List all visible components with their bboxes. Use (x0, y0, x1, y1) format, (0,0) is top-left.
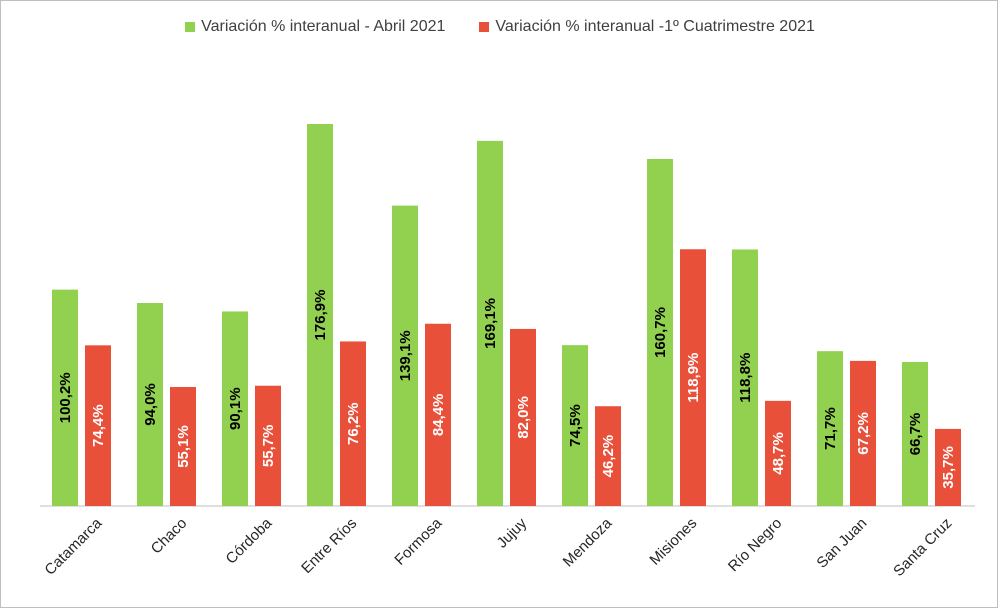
legend-label-series-1: Variación % interanual - Abril 2021 (201, 18, 446, 35)
x-tick-label-8: Río Negro (725, 515, 785, 575)
bar-series-1-6 (562, 345, 588, 506)
bar-series-1-5 (477, 140, 503, 506)
bar-series-2-5 (510, 328, 536, 506)
bar-series-1-9 (817, 351, 843, 506)
legend-label-series-2: Variación % interanual -1º Cuatrimestre … (495, 18, 815, 35)
chart-legend: Variación % interanual - Abril 2021 Vari… (0, 18, 1000, 36)
bar-series-2-0 (85, 345, 111, 506)
data-label-series-1-3: 176,9% (312, 290, 329, 341)
data-label-series-1-8: 118,8% (737, 353, 754, 403)
data-label-series-1-0: 100,2% (57, 372, 74, 423)
bar-series-1-3 (307, 124, 333, 506)
data-label-series-2-3: 76,2% (345, 402, 362, 445)
bar-series-2-3 (340, 341, 366, 506)
data-label-series-2-10: 35,7% (940, 446, 957, 489)
x-tick-label-0: Catamarca (41, 514, 105, 578)
data-label-series-2-8: 48,7% (770, 432, 787, 475)
bar-series-1-4 (392, 205, 418, 506)
data-label-series-1-2: 90,1% (227, 387, 244, 430)
bar-series-1-2 (222, 311, 248, 506)
data-label-series-2-1: 55,1% (175, 425, 192, 468)
x-tick-label-2: Córdoba (223, 514, 276, 567)
data-label-series-2-0: 74,4% (90, 404, 107, 447)
bar-series-2-1 (170, 387, 196, 506)
data-label-series-2-6: 46,2% (600, 435, 617, 478)
x-tick-label-5: Jujuy (494, 514, 531, 551)
legend-swatch-series-1 (185, 22, 196, 32)
legend-item-series-2: Variación % interanual -1º Cuatrimestre … (479, 18, 815, 36)
bar-series-1-7 (647, 158, 673, 506)
x-tick-label-3: Entre Ríos (298, 515, 360, 577)
bar-series-2-9 (850, 360, 876, 506)
bar-series-2-6 (595, 406, 621, 506)
data-label-series-1-5: 169,1% (482, 298, 499, 349)
bar-series-2-2 (255, 385, 281, 506)
data-label-series-1-7: 160,7% (652, 307, 669, 358)
bar-series-2-4 (425, 323, 451, 506)
data-label-series-1-9: 71,7% (822, 407, 839, 450)
x-tick-label-6: Mendoza (560, 514, 616, 570)
data-label-series-2-2: 55,7% (260, 425, 277, 468)
data-label-series-2-4: 84,4% (430, 394, 447, 437)
data-label-series-1-1: 94,0% (142, 383, 159, 426)
bar-series-1-8 (732, 249, 758, 506)
x-tick-label-10: Santa Cruz (890, 515, 955, 580)
legend-item-series-1: Variación % interanual - Abril 2021 (185, 18, 445, 36)
data-label-series-2-7: 118,9% (685, 353, 702, 403)
x-tick-label-9: San Juan (813, 515, 870, 572)
legend-swatch-series-2 (479, 22, 490, 32)
x-tick-label-7: Misiones (646, 515, 700, 569)
bar-series-2-7 (680, 249, 706, 506)
data-label-series-1-6: 74,5% (567, 404, 584, 447)
bar-series-1-1 (137, 303, 163, 506)
bar-series-2-10 (935, 428, 961, 506)
x-tick-label-1: Chaco (148, 515, 191, 558)
data-label-series-2-5: 82,0% (515, 396, 532, 439)
bar-series-2-8 (765, 400, 791, 506)
bar-series-1-0 (52, 289, 78, 506)
data-label-series-2-9: 67,2% (855, 412, 872, 455)
data-label-series-1-10: 66,7% (907, 413, 924, 456)
bar-series-1-10 (902, 361, 928, 506)
x-tick-label-4: Formosa (391, 514, 445, 568)
data-label-series-1-4: 139,1% (397, 330, 414, 381)
